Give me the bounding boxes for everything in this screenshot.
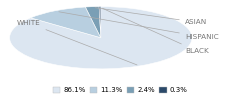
Wedge shape (99, 7, 101, 38)
Wedge shape (85, 7, 101, 38)
Text: HISPANIC: HISPANIC (59, 12, 219, 40)
Text: WHITE: WHITE (17, 20, 137, 65)
Text: ASIAN: ASIAN (95, 8, 207, 25)
Wedge shape (10, 7, 192, 69)
Legend: 86.1%, 11.3%, 2.4%, 0.3%: 86.1%, 11.3%, 2.4%, 0.3% (50, 84, 190, 96)
Wedge shape (30, 7, 101, 38)
Text: BLACK: BLACK (102, 8, 209, 54)
